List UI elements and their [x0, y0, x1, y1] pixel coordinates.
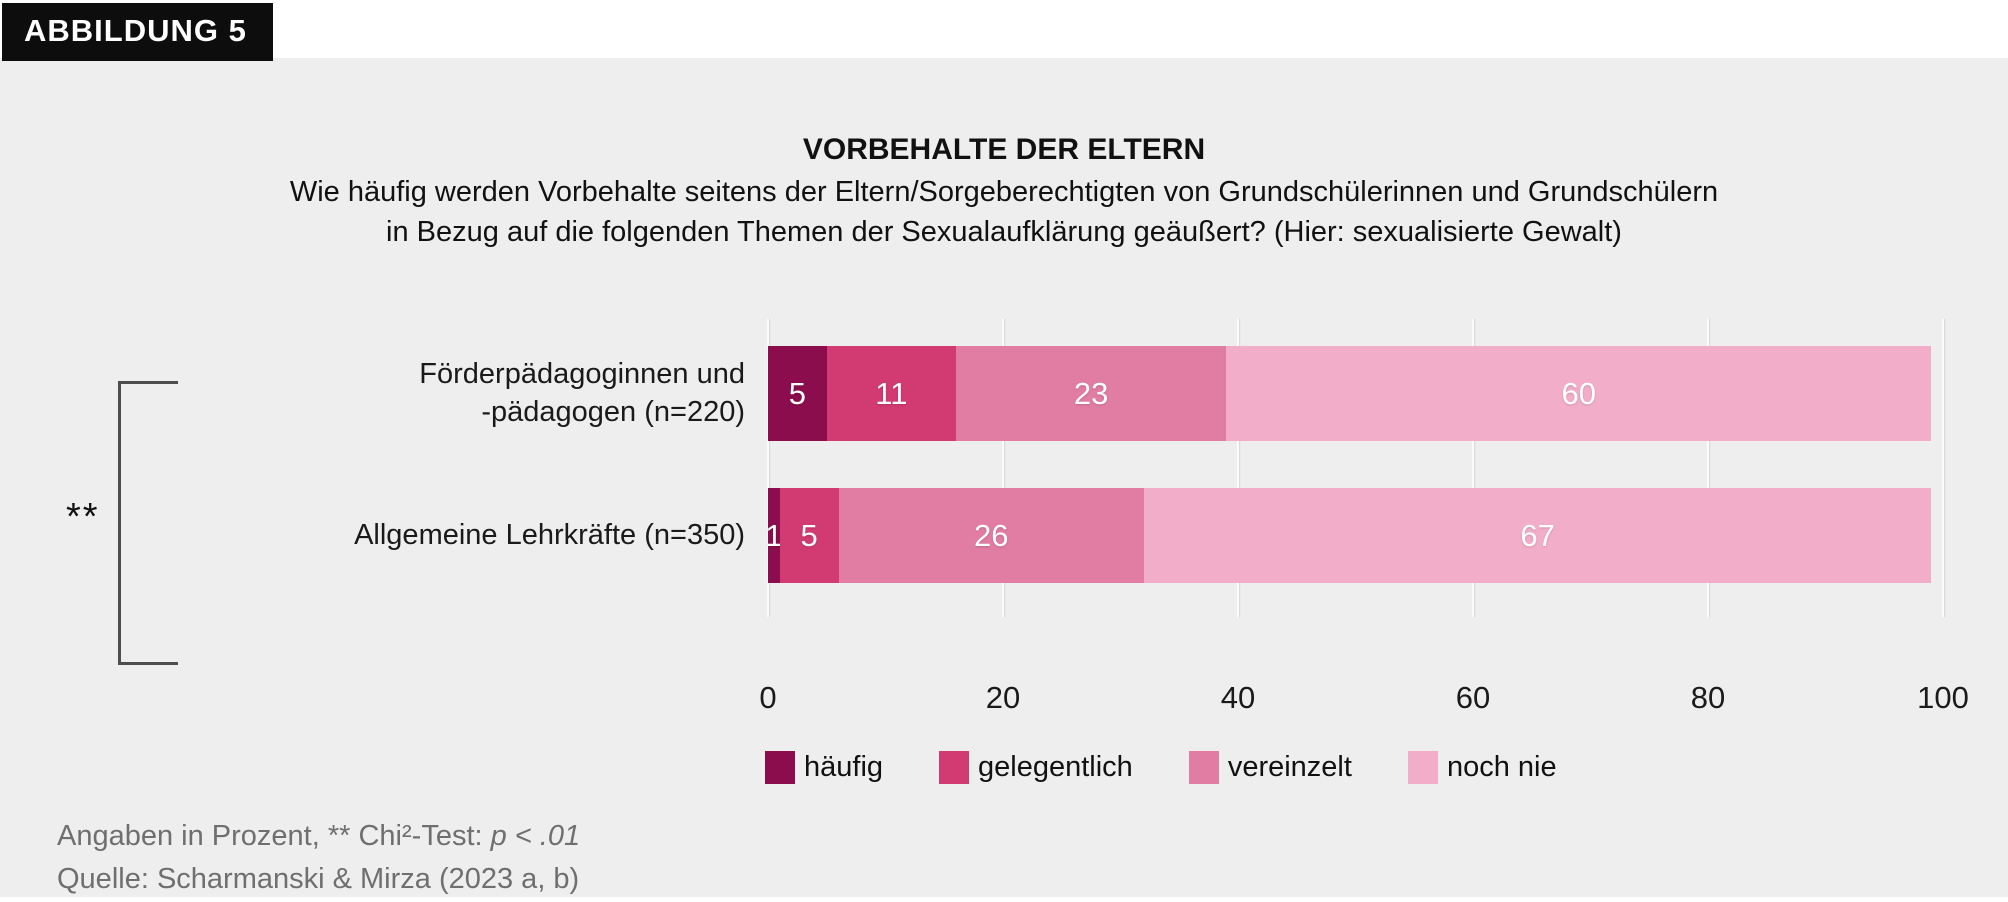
- footnote-line1-text: Angaben in Prozent, ** Chi²-Test:: [57, 820, 491, 852]
- title-block: VORBEHALTE DER ELTERN Wie häufig werden …: [0, 128, 2008, 252]
- chart-title: VORBEHALTE DER ELTERN: [802, 133, 1206, 166]
- legend-item-häufig: häufig: [765, 751, 883, 784]
- footnotes: Angaben in Prozent, ** Chi²-Test: p < .0…: [57, 815, 580, 901]
- category-label-line: Allgemeine Lehrkräfte (n=350): [354, 519, 745, 551]
- gridline-100: [1942, 319, 1944, 617]
- legend-label: gelegentlich: [978, 751, 1133, 783]
- legend: häufig gelegentlich vereinzelt noch nie: [765, 751, 1557, 784]
- legend-item-noch-nie: noch nie: [1407, 751, 1557, 784]
- legend-label: häufig: [804, 751, 884, 783]
- x-axis-tick-labels: 0 20 40 60 80 100: [759, 680, 1968, 720]
- bar-segment-noch-nie: 60: [1226, 346, 1932, 441]
- x-tick-label-100: 100: [1917, 680, 1969, 715]
- legend-item-vereinzelt: vereinzelt: [1188, 751, 1352, 784]
- bar-segment-häufig: 1: [765, 488, 783, 583]
- gridline-60: [1472, 319, 1474, 617]
- legend-swatch: [1188, 751, 1219, 784]
- category-label-lehrkraefte: Allgemeine Lehrkräfte (n=350): [185, 516, 745, 554]
- chart-subtitle-line1: Wie häufig werden Vorbehalte seitens der…: [289, 176, 1719, 208]
- footnote-line1-pvalue: p < .01: [490, 820, 581, 852]
- gridline-80: [1707, 319, 1709, 617]
- chart-subtitle-line2: in Bezug auf die folgenden Themen der Se…: [386, 216, 1622, 248]
- bar-segment-gelegentlich: 11: [826, 346, 956, 441]
- legend-label: vereinzelt: [1227, 751, 1352, 783]
- bar-segment-gelegentlich: 5: [779, 488, 839, 583]
- significance-bracket: [118, 381, 178, 665]
- legend-swatch: [1407, 751, 1438, 784]
- plot-area: 5 11 23 60 1 5 26 67: [765, 319, 1944, 617]
- legend-swatch: [939, 751, 970, 784]
- bar-segment-vereinzelt: 23: [956, 346, 1227, 441]
- bar-row: 1 5 26 67: [765, 488, 1943, 583]
- bar-segment-noch-nie: 67: [1144, 488, 1932, 583]
- x-tick-label-60: 60: [1455, 680, 1491, 715]
- x-tick-label-0: 0: [759, 680, 777, 715]
- bar-segment-vereinzelt: 26: [838, 488, 1144, 583]
- significance-marker: **: [66, 496, 100, 538]
- category-labels: Förderpädagoginnen und -pädagogen (n=220…: [0, 319, 748, 617]
- category-label-line: Förderpädagoginnen und: [419, 358, 745, 390]
- legend-label: noch nie: [1446, 751, 1557, 783]
- category-label-foerderpaedagogen: Förderpädagoginnen und -pädagogen (n=220…: [185, 355, 745, 431]
- x-tick-label-80: 80: [1690, 680, 1726, 715]
- footnote-line2-source: Quelle: Scharmanski & Mirza (2023 a, b): [57, 863, 580, 895]
- figure-tag: ABBILDUNG 5: [2, 3, 273, 61]
- category-label-line: -pädagogen (n=220): [481, 396, 745, 428]
- bar-row: 5 11 23 60: [768, 346, 1943, 441]
- gridline-40: [1237, 319, 1239, 617]
- footnote-line1: Angaben in Prozent, ** Chi²-Test: p < .0…: [57, 815, 580, 858]
- chart-panel: VORBEHALTE DER ELTERN Wie häufig werden …: [0, 58, 2008, 897]
- legend-swatch: [765, 751, 795, 784]
- x-tick-label-20: 20: [985, 680, 1021, 715]
- bar-segment-häufig: 5: [768, 346, 827, 441]
- gridline-0: [767, 319, 769, 617]
- legend-item-gelegentlich: gelegentlich: [939, 751, 1133, 784]
- x-tick-label-40: 40: [1220, 680, 1256, 715]
- gridline-20: [1002, 319, 1004, 617]
